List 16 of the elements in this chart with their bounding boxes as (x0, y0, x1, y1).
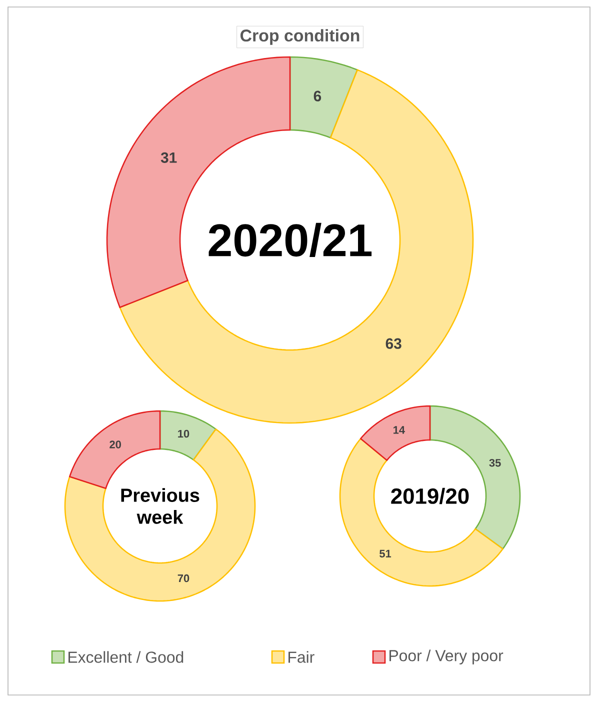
data-label: 35 (489, 458, 501, 467)
data-label: 31 (160, 152, 177, 163)
data-label: 51 (380, 550, 392, 558)
data-label: 6 (314, 90, 322, 102)
chart-title: Crop condition (240, 29, 360, 45)
data-label: 70 (178, 574, 190, 582)
text: 2020/21 (208, 222, 372, 258)
text: Previous week (121, 488, 200, 524)
legend-label: Poor / Very poor (390, 650, 504, 664)
data-label: 14 (394, 426, 405, 434)
text: 2019/20 (391, 488, 469, 504)
data-label: 63 (386, 338, 402, 349)
legend-label: Excellent / Good (68, 651, 184, 663)
legend-label: Fair (288, 651, 314, 663)
data-label: 10 (178, 430, 190, 438)
data-label: 20 (110, 440, 121, 448)
